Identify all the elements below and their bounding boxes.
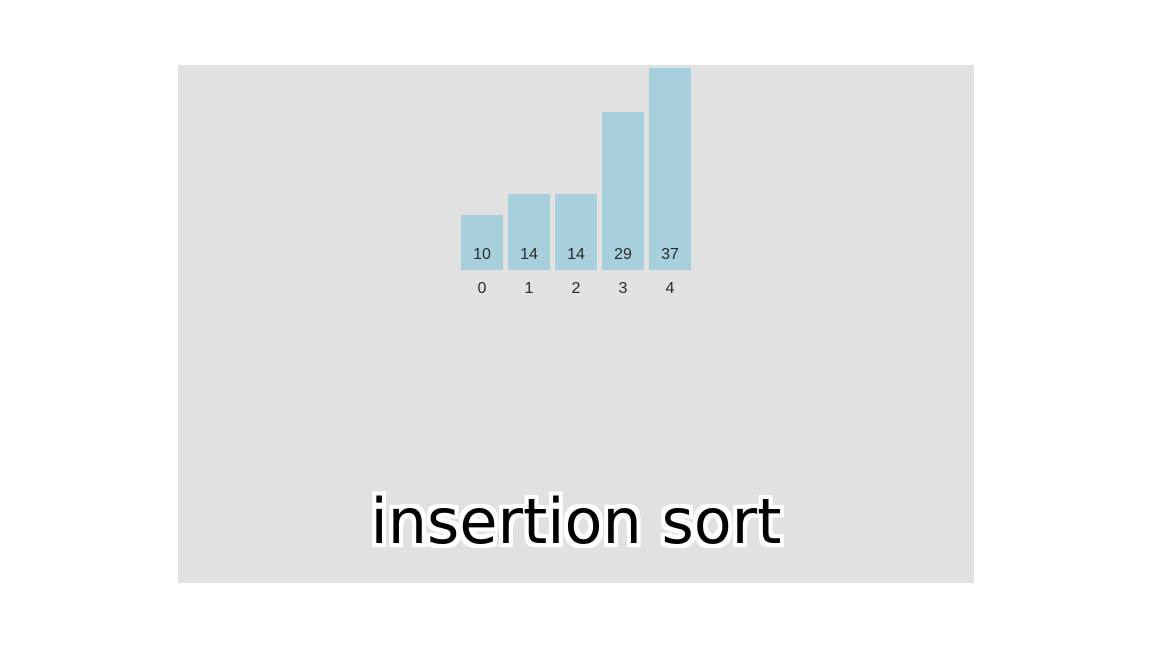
bar-4: [649, 68, 691, 270]
visualization-panel: 10 0 14 1 14 2 29 3 37 4: [178, 65, 974, 583]
bar-value-label: 14: [520, 246, 538, 263]
bar-value-label: 10: [473, 246, 491, 263]
bar-3: [602, 112, 644, 270]
bar-index-label: 2: [571, 280, 581, 297]
bar-1: [508, 194, 550, 270]
bar-index-label: 4: [665, 280, 675, 297]
bar-0: [461, 215, 503, 270]
bar-index-label: 1: [524, 280, 534, 297]
bar-value-label: 14: [567, 246, 585, 263]
bar-2: [555, 194, 597, 270]
caption-title: insertion sort: [370, 485, 782, 558]
bar-value-label: 29: [614, 246, 632, 263]
bar-value-label: 37: [661, 246, 679, 263]
bar-array: 10 0 14 1 14 2 29 3 37 4: [178, 65, 974, 583]
bar-index-label: 3: [618, 280, 628, 297]
bar-index-label: 0: [477, 280, 487, 297]
